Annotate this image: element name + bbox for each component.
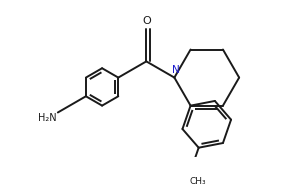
- Text: N: N: [172, 66, 180, 75]
- Text: CH₃: CH₃: [190, 177, 206, 184]
- Text: O: O: [142, 16, 151, 26]
- Text: H₂N: H₂N: [38, 113, 57, 123]
